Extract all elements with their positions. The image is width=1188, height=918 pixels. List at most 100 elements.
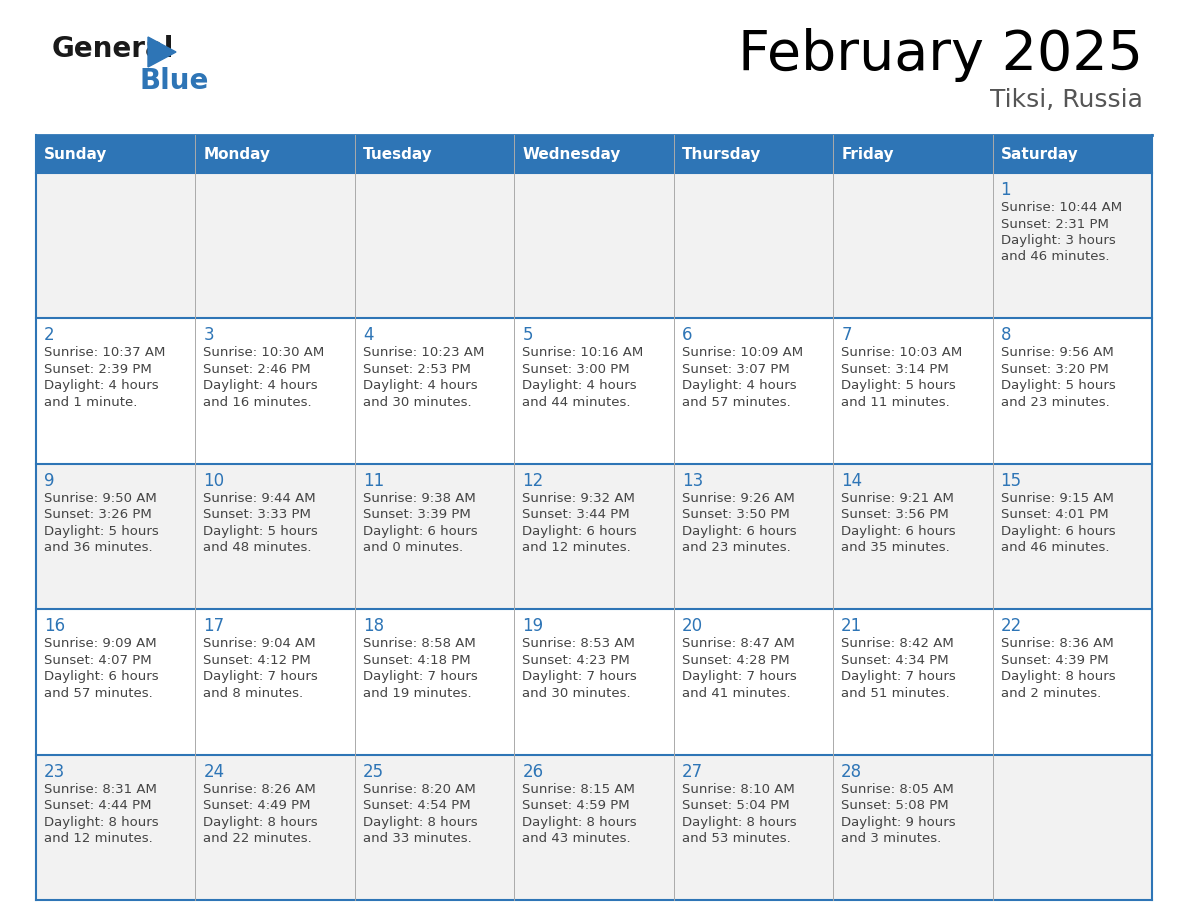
Bar [36,135,1152,173]
Text: and 11 minutes.: and 11 minutes. [841,396,950,409]
Text: and 23 minutes.: and 23 minutes. [1000,396,1110,409]
Text: 7: 7 [841,327,852,344]
Text: 19: 19 [523,617,543,635]
Polygon shape [148,37,176,67]
Text: Daylight: 5 hours: Daylight: 5 hours [841,379,956,392]
Text: and 44 minutes.: and 44 minutes. [523,396,631,409]
Text: Sunset: 3:39 PM: Sunset: 3:39 PM [362,509,470,521]
Text: Sunrise: 9:09 AM: Sunrise: 9:09 AM [44,637,157,650]
Bar [36,319,1152,464]
Text: 26: 26 [523,763,543,780]
Text: Daylight: 8 hours: Daylight: 8 hours [203,815,318,829]
Text: 17: 17 [203,617,225,635]
Text: 25: 25 [362,763,384,780]
Text: Sunrise: 9:26 AM: Sunrise: 9:26 AM [682,492,795,505]
Text: Sunset: 3:33 PM: Sunset: 3:33 PM [203,509,311,521]
Text: and 41 minutes.: and 41 minutes. [682,687,790,700]
Text: 23: 23 [44,763,65,780]
Text: and 8 minutes.: and 8 minutes. [203,687,304,700]
Text: Sunrise: 9:04 AM: Sunrise: 9:04 AM [203,637,316,650]
Text: Sunset: 4:39 PM: Sunset: 4:39 PM [1000,654,1108,666]
Text: Sunset: 4:23 PM: Sunset: 4:23 PM [523,654,630,666]
Bar [36,464,1152,610]
Text: and 0 minutes.: and 0 minutes. [362,542,463,554]
Text: Sunrise: 10:03 AM: Sunrise: 10:03 AM [841,346,962,360]
Text: Daylight: 4 hours: Daylight: 4 hours [523,379,637,392]
Text: Sunset: 3:44 PM: Sunset: 3:44 PM [523,509,630,521]
Text: and 30 minutes.: and 30 minutes. [523,687,631,700]
Text: Daylight: 8 hours: Daylight: 8 hours [44,815,159,829]
Text: and 51 minutes.: and 51 minutes. [841,687,950,700]
Text: Sunrise: 10:16 AM: Sunrise: 10:16 AM [523,346,644,360]
Text: Sunset: 3:56 PM: Sunset: 3:56 PM [841,509,949,521]
Text: 1: 1 [1000,181,1011,199]
Text: Daylight: 4 hours: Daylight: 4 hours [44,379,159,392]
Text: Daylight: 5 hours: Daylight: 5 hours [1000,379,1116,392]
Text: and 12 minutes.: and 12 minutes. [523,542,631,554]
Text: Sunset: 2:31 PM: Sunset: 2:31 PM [1000,218,1108,230]
Text: and 57 minutes.: and 57 minutes. [44,687,153,700]
Text: and 36 minutes.: and 36 minutes. [44,542,152,554]
Text: and 53 minutes.: and 53 minutes. [682,832,790,845]
Text: 14: 14 [841,472,862,490]
Text: Daylight: 7 hours: Daylight: 7 hours [362,670,478,683]
Text: Daylight: 9 hours: Daylight: 9 hours [841,815,956,829]
Text: Sunset: 4:12 PM: Sunset: 4:12 PM [203,654,311,666]
Text: Daylight: 8 hours: Daylight: 8 hours [682,815,796,829]
Text: 22: 22 [1000,617,1022,635]
Text: Sunrise: 10:30 AM: Sunrise: 10:30 AM [203,346,324,360]
Bar [36,610,1152,755]
Text: 5: 5 [523,327,532,344]
Text: Sunset: 4:59 PM: Sunset: 4:59 PM [523,799,630,812]
Text: Tiksi, Russia: Tiksi, Russia [990,88,1143,112]
Text: Sunset: 4:18 PM: Sunset: 4:18 PM [362,654,470,666]
Text: Sunset: 4:54 PM: Sunset: 4:54 PM [362,799,470,812]
Text: and 57 minutes.: and 57 minutes. [682,396,790,409]
Text: 8: 8 [1000,327,1011,344]
Text: Monday: Monday [203,147,271,162]
Text: Sunset: 4:01 PM: Sunset: 4:01 PM [1000,509,1108,521]
Text: Sunrise: 8:15 AM: Sunrise: 8:15 AM [523,783,636,796]
Text: and 1 minute.: and 1 minute. [44,396,138,409]
Text: Sunset: 3:00 PM: Sunset: 3:00 PM [523,363,630,375]
Text: Daylight: 6 hours: Daylight: 6 hours [362,525,478,538]
Text: 27: 27 [682,763,703,780]
Text: Daylight: 7 hours: Daylight: 7 hours [841,670,956,683]
Text: Sunrise: 8:31 AM: Sunrise: 8:31 AM [44,783,157,796]
Text: and 33 minutes.: and 33 minutes. [362,832,472,845]
Text: Sunrise: 9:15 AM: Sunrise: 9:15 AM [1000,492,1113,505]
Text: Daylight: 3 hours: Daylight: 3 hours [1000,234,1116,247]
Text: Sunset: 4:34 PM: Sunset: 4:34 PM [841,654,949,666]
Text: 10: 10 [203,472,225,490]
Text: 12: 12 [523,472,544,490]
Text: 24: 24 [203,763,225,780]
Text: Daylight: 7 hours: Daylight: 7 hours [682,670,796,683]
Text: Sunset: 4:44 PM: Sunset: 4:44 PM [44,799,152,812]
Text: Daylight: 5 hours: Daylight: 5 hours [44,525,159,538]
Text: Sunrise: 10:44 AM: Sunrise: 10:44 AM [1000,201,1121,214]
Text: Sunset: 4:07 PM: Sunset: 4:07 PM [44,654,152,666]
Text: Sunrise: 8:58 AM: Sunrise: 8:58 AM [362,637,475,650]
Text: and 46 minutes.: and 46 minutes. [1000,542,1110,554]
Text: Sunrise: 8:10 AM: Sunrise: 8:10 AM [682,783,795,796]
Text: Sunday: Sunday [44,147,107,162]
Text: Sunrise: 9:44 AM: Sunrise: 9:44 AM [203,492,316,505]
Text: Sunset: 5:04 PM: Sunset: 5:04 PM [682,799,789,812]
Text: 9: 9 [44,472,55,490]
Text: Sunrise: 9:38 AM: Sunrise: 9:38 AM [362,492,475,505]
Text: 6: 6 [682,327,693,344]
Text: Sunset: 2:46 PM: Sunset: 2:46 PM [203,363,311,375]
Text: Sunrise: 8:53 AM: Sunrise: 8:53 AM [523,637,636,650]
Text: Sunrise: 8:05 AM: Sunrise: 8:05 AM [841,783,954,796]
Text: and 43 minutes.: and 43 minutes. [523,832,631,845]
Text: Wednesday: Wednesday [523,147,620,162]
Text: 20: 20 [682,617,703,635]
Text: Thursday: Thursday [682,147,762,162]
Text: Sunrise: 8:47 AM: Sunrise: 8:47 AM [682,637,795,650]
Text: Sunrise: 10:09 AM: Sunrise: 10:09 AM [682,346,803,360]
Text: Sunrise: 9:50 AM: Sunrise: 9:50 AM [44,492,157,505]
Text: Sunrise: 9:32 AM: Sunrise: 9:32 AM [523,492,636,505]
Text: Daylight: 5 hours: Daylight: 5 hours [203,525,318,538]
Text: and 12 minutes.: and 12 minutes. [44,832,153,845]
Text: Daylight: 8 hours: Daylight: 8 hours [1000,670,1116,683]
